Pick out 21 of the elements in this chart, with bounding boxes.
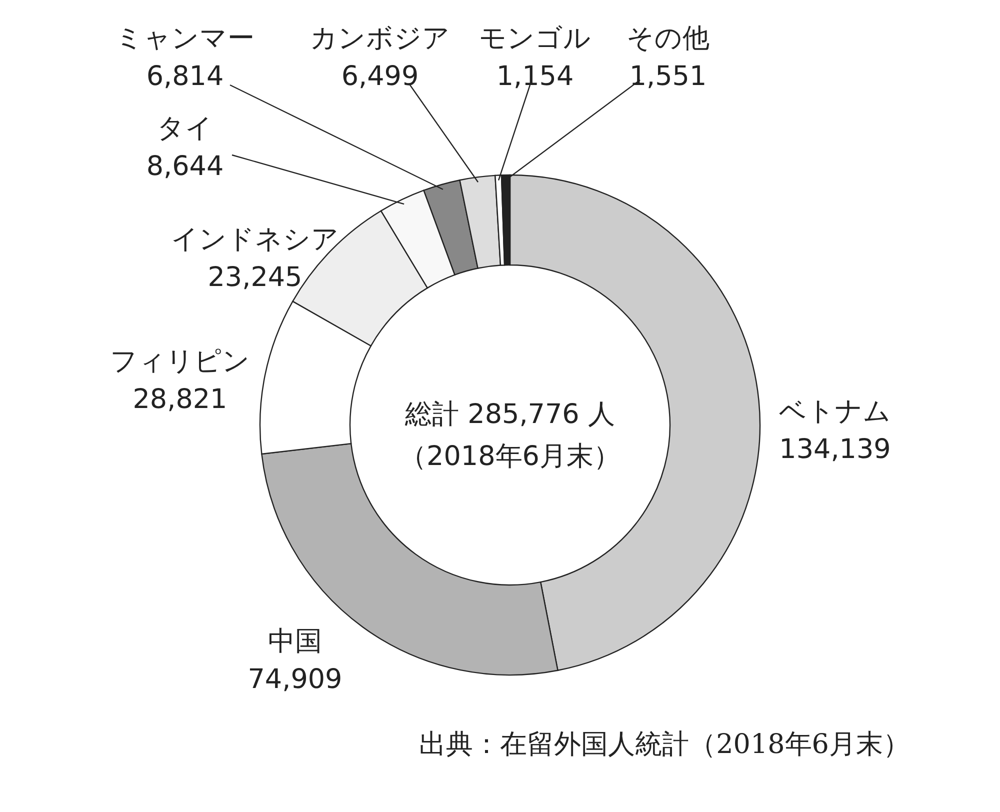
slice-label: ベトナム bbox=[779, 396, 891, 427]
data-label: 23,245 bbox=[208, 262, 302, 293]
slice-label: カンボジア bbox=[310, 23, 450, 54]
slice-label: その他 bbox=[626, 23, 710, 54]
slice-label: モンゴル bbox=[479, 23, 591, 54]
data-label: 1,551 bbox=[629, 61, 707, 92]
data-label: 6,814 bbox=[146, 61, 224, 92]
data-label: 74,909 bbox=[248, 664, 342, 695]
data-label: 6,499 bbox=[341, 61, 419, 92]
data-label: 28,821 bbox=[132, 384, 228, 415]
text: 総計 285,776 人 bbox=[404, 399, 615, 430]
slice-label: タイ bbox=[157, 113, 213, 144]
slice-label: 中国 bbox=[268, 626, 322, 657]
data-label: 1,154 bbox=[496, 61, 574, 92]
source-note: 出典：在留外国人統計（2018年6月末） bbox=[419, 729, 910, 760]
data-label: 8,644 bbox=[146, 151, 224, 182]
text: （2018年6月末） bbox=[400, 441, 620, 472]
slice-label: ミャンマー bbox=[116, 23, 254, 54]
slice-label: フィリピン bbox=[110, 346, 250, 377]
slice-label: インドネシア bbox=[171, 224, 339, 255]
data-label: 134,139 bbox=[779, 434, 891, 465]
